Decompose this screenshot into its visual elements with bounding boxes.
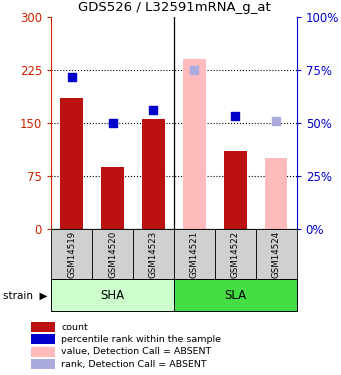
Bar	[133, 229, 174, 279]
Text: GSM14522: GSM14522	[231, 230, 240, 278]
Bar	[51, 229, 92, 279]
Point	[69, 74, 74, 80]
Point	[151, 107, 156, 113]
Text: percentile rank within the sample: percentile rank within the sample	[61, 335, 221, 344]
Text: GSM14520: GSM14520	[108, 230, 117, 278]
Point	[192, 67, 197, 73]
Text: SHA: SHA	[101, 289, 124, 302]
Point	[233, 113, 238, 119]
Bar	[31, 322, 55, 332]
Bar	[174, 229, 215, 279]
Bar	[142, 119, 165, 229]
Bar	[92, 229, 133, 279]
Bar	[215, 229, 256, 279]
Bar	[224, 151, 247, 229]
Bar	[51, 279, 174, 311]
Point	[273, 118, 279, 124]
Text: value, Detection Call = ABSENT: value, Detection Call = ABSENT	[61, 347, 212, 356]
Bar	[31, 346, 55, 357]
Point	[110, 120, 115, 126]
Bar	[265, 158, 287, 229]
Bar	[31, 359, 55, 369]
Text: SLA: SLA	[224, 289, 246, 302]
Bar	[101, 166, 124, 229]
Bar	[183, 59, 206, 229]
Text: GSM14524: GSM14524	[272, 230, 281, 278]
Text: GSM14521: GSM14521	[190, 230, 199, 278]
Bar	[256, 229, 297, 279]
Text: GSM14519: GSM14519	[67, 231, 76, 278]
Bar	[60, 98, 83, 229]
Bar	[174, 279, 297, 311]
Text: count: count	[61, 322, 88, 332]
Bar	[31, 334, 55, 344]
Title: GDS526 / L32591mRNA_g_at: GDS526 / L32591mRNA_g_at	[77, 2, 270, 14]
Text: strain  ▶: strain ▶	[3, 290, 48, 300]
Text: GSM14523: GSM14523	[149, 230, 158, 278]
Text: rank, Detection Call = ABSENT: rank, Detection Call = ABSENT	[61, 360, 207, 369]
